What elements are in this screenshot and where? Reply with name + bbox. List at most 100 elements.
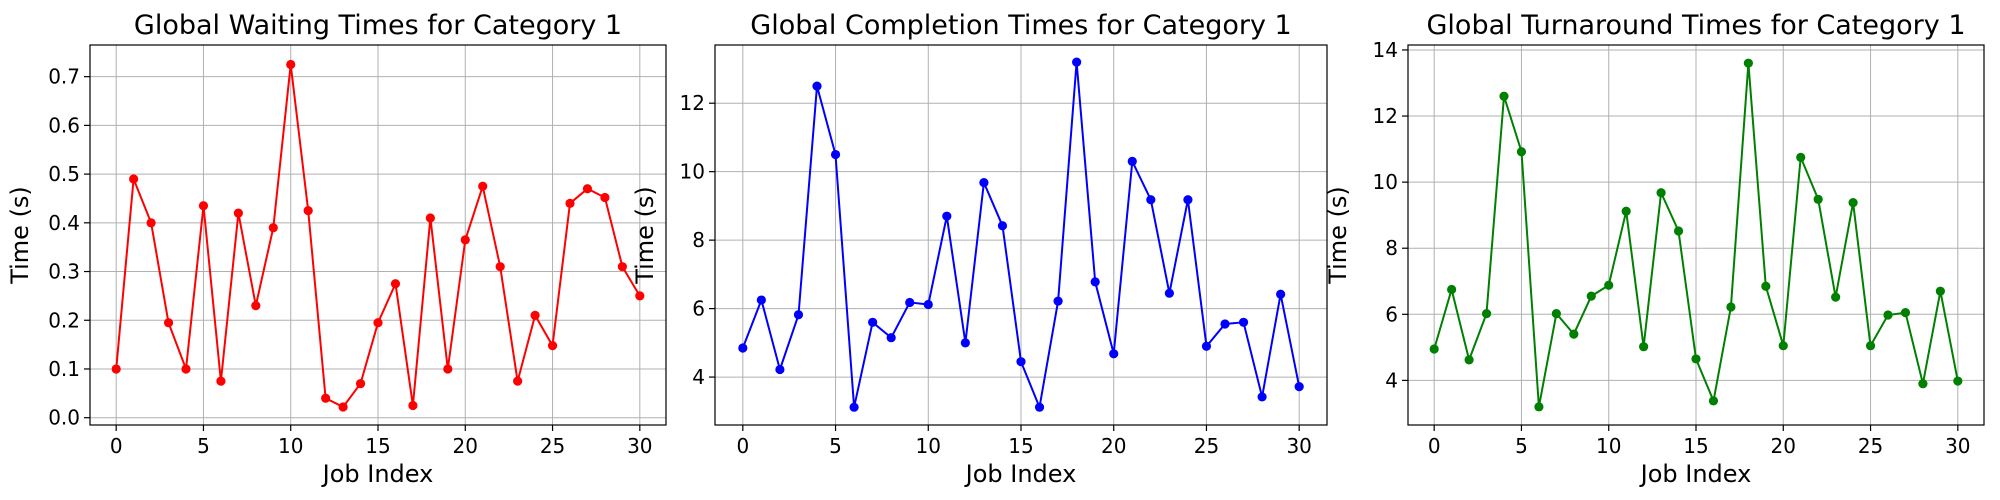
data-point — [1883, 310, 1893, 320]
data-point — [233, 208, 243, 218]
data-point — [738, 343, 748, 353]
data-point — [1053, 296, 1063, 306]
chart-title: Global Waiting Times for Category 1 — [134, 10, 622, 41]
data-point — [408, 400, 418, 411]
x-axis-label: Job Index — [964, 460, 1077, 488]
data-point — [775, 364, 785, 375]
data-point — [1534, 402, 1544, 412]
data-point — [198, 201, 209, 211]
data-point — [338, 402, 348, 412]
data-point — [111, 364, 121, 374]
x-tick-label: 20 — [1771, 434, 1796, 458]
y-tick-label: 0.1 — [48, 357, 80, 381]
data-point — [1551, 309, 1561, 319]
data-point — [355, 378, 366, 389]
x-axis-label: Job Index — [321, 460, 434, 488]
data-point — [886, 333, 896, 343]
data-point — [251, 301, 261, 311]
data-point — [181, 364, 191, 374]
x-tick-label: 25 — [540, 434, 565, 458]
data-point — [1429, 344, 1439, 354]
data-point — [1072, 57, 1082, 67]
y-tick-label: 0.4 — [48, 211, 80, 235]
y-tick-label: 4 — [1385, 368, 1398, 392]
data-point — [1276, 289, 1286, 299]
y-axis-label: Time (s) — [631, 186, 659, 285]
data-point — [1813, 194, 1823, 204]
data-point — [1691, 354, 1701, 364]
y-tick-label: 10 — [680, 160, 705, 184]
data-point — [812, 81, 822, 91]
x-tick-label: 5 — [1515, 434, 1528, 458]
x-axis-label: Job Index — [1639, 460, 1752, 488]
data-point — [1639, 342, 1649, 352]
data-point — [1569, 329, 1579, 339]
y-tick-label: 0.6 — [48, 113, 80, 137]
x-tick-label: 25 — [1858, 434, 1883, 458]
x-tick-label: 10 — [1596, 434, 1621, 458]
plot-frame — [89, 44, 667, 426]
data-point — [163, 318, 174, 328]
data-point — [513, 376, 523, 386]
data-point — [1447, 284, 1457, 295]
data-point — [756, 295, 766, 305]
chart-title: Global Turnaround Times for Category 1 — [1427, 10, 1966, 41]
data-point — [373, 318, 383, 328]
data-point — [600, 192, 610, 203]
data-point — [303, 206, 313, 216]
data-point — [1146, 195, 1156, 205]
y-tick-label: 0.5 — [48, 162, 80, 186]
x-tick-label: 5 — [829, 434, 842, 458]
ticks: 0 5 10 15 20 25 30 0.0 0.1 0.2 0.3 0.4 0.5 0.6 0.7 — [48, 65, 652, 458]
data-point — [849, 402, 859, 412]
data-point — [997, 221, 1008, 231]
y-tick-label: 0.3 — [48, 260, 80, 284]
plot-frame — [1407, 44, 1985, 426]
data-point — [1726, 302, 1736, 312]
data-point — [1294, 382, 1304, 392]
ticks: 0 5 10 15 20 25 30 4 6 8 10 12 — [680, 91, 1312, 458]
y-tick-label: 0.0 — [48, 406, 80, 430]
data-point — [1201, 341, 1212, 351]
data-point — [1464, 355, 1474, 365]
y-tick-label: 6 — [692, 297, 705, 321]
x-tick-label: 30 — [627, 434, 652, 458]
data-point — [960, 338, 970, 348]
data-point — [1935, 286, 1945, 296]
data-point — [1586, 291, 1596, 301]
x-tick-label: 20 — [1101, 434, 1126, 458]
data-point — [321, 393, 331, 403]
x-tick-label: 10 — [278, 434, 303, 458]
x-tick-label: 15 — [365, 434, 390, 458]
data-point — [1499, 91, 1509, 101]
data-point — [582, 184, 593, 194]
data-point — [942, 211, 952, 221]
x-tick-label: 0 — [1428, 434, 1441, 458]
chart-title: Global Completion Times for Category 1 — [750, 10, 1291, 41]
y-tick-label: 8 — [1385, 236, 1398, 260]
y-tick-label: 0.2 — [48, 308, 80, 332]
data-point — [617, 262, 627, 272]
data-point — [1708, 396, 1719, 406]
data-point — [635, 291, 645, 301]
x-tick-label: 0 — [736, 434, 749, 458]
grid — [1408, 45, 1984, 425]
y-tick-label: 10 — [1373, 170, 1398, 194]
x-tick-label: 10 — [916, 434, 941, 458]
data-point — [547, 340, 558, 351]
data-point — [923, 299, 933, 310]
data-point — [1238, 317, 1249, 327]
y-tick-label: 0.7 — [48, 65, 80, 89]
data-point — [1673, 226, 1684, 236]
x-tick-label: 15 — [1683, 434, 1708, 458]
turnaround-times-chart: Global Turnaround Times for Category 1 J… — [1324, 10, 1985, 488]
data-point — [1778, 341, 1788, 351]
data-point — [905, 297, 915, 308]
data-point — [1016, 357, 1026, 367]
data-point — [478, 181, 488, 191]
data-point — [1257, 392, 1267, 402]
data-point — [460, 235, 470, 245]
data-point — [1604, 280, 1614, 290]
y-tick-label: 8 — [692, 228, 705, 252]
